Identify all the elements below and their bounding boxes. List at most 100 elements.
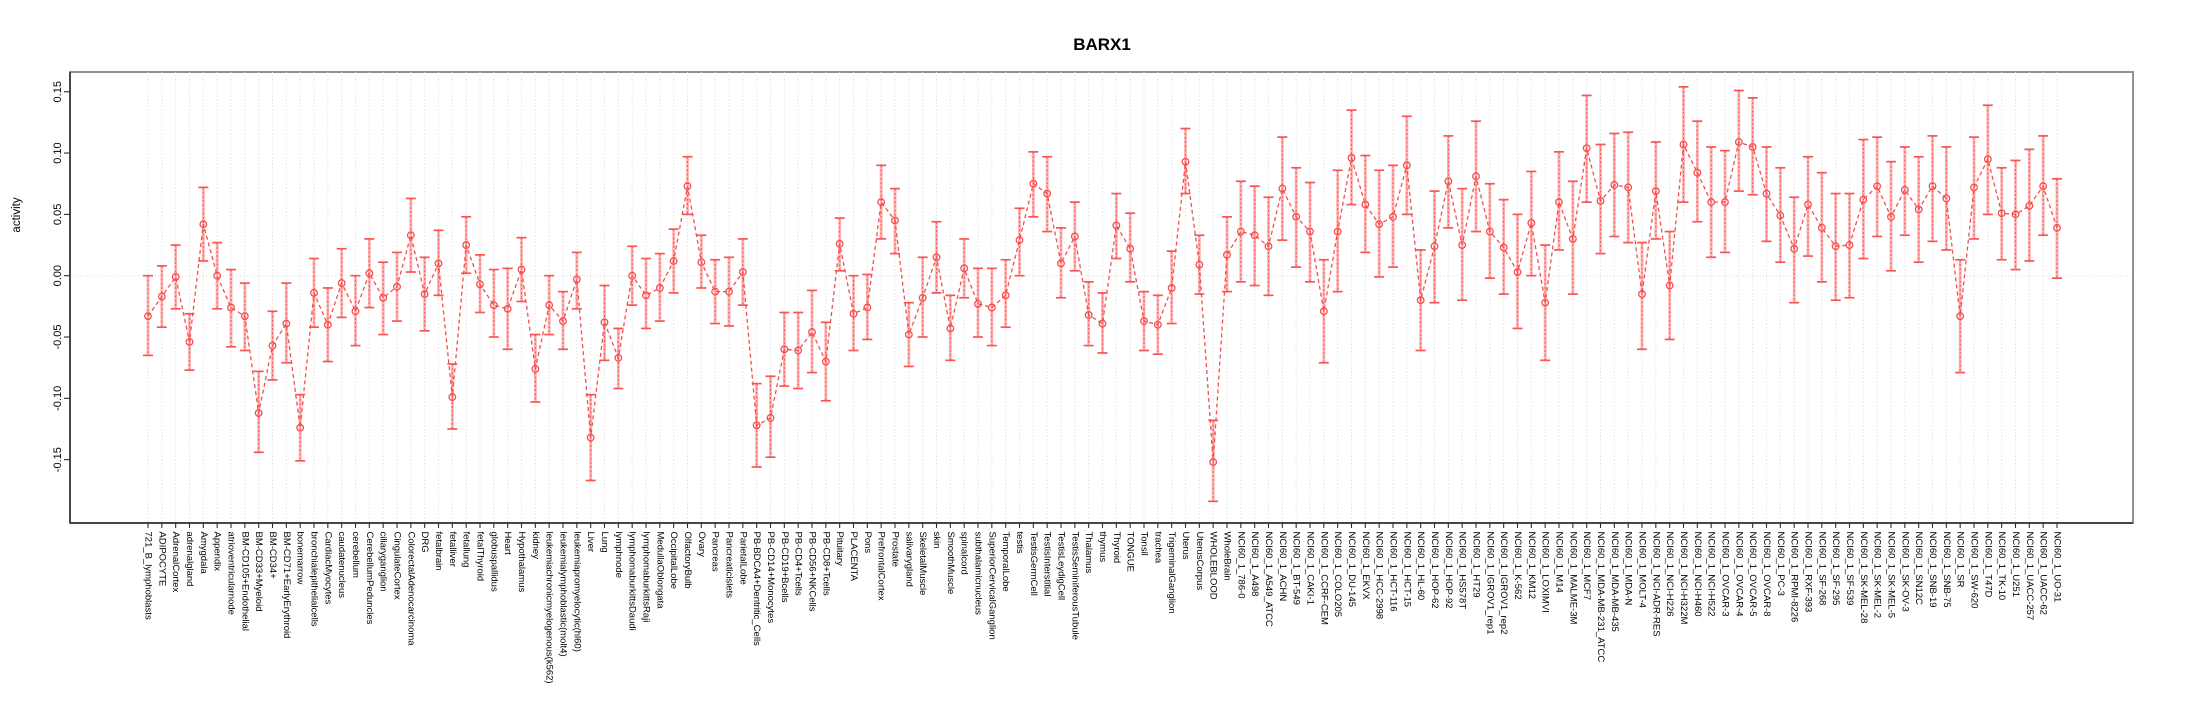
x-tick-label: ColorectalAdenocarcinoma (405, 532, 416, 647)
data-point (1845, 241, 1854, 249)
x-tick-label: NCI60_1_NCI-H226 (1664, 532, 1675, 617)
data-point (1942, 194, 1951, 203)
x-tick-label: globuspallidus (488, 532, 499, 592)
data-point (379, 293, 388, 302)
x-tick-label: NCI60_1_RXF-393 (1803, 532, 1814, 613)
data-point (904, 330, 913, 339)
data-point (1167, 284, 1176, 292)
x-tick-label: UterusCorpus (1194, 532, 1205, 591)
data-point (213, 271, 222, 280)
data-point (420, 290, 429, 299)
data-point (1928, 182, 1937, 191)
x-tick-label: ParietalLobe (737, 532, 748, 585)
data-point (738, 268, 747, 276)
data-point (1721, 198, 1729, 207)
axes (64, 72, 2133, 528)
x-tick-label: NCI60_1_HL-60 (1415, 532, 1426, 601)
data-point (1472, 172, 1480, 181)
x-tick-label: PB-CD14+Monocytes (765, 532, 776, 624)
data-point (1361, 200, 1370, 209)
data-point (2039, 182, 2048, 191)
data-point (1043, 189, 1052, 198)
x-tick-label: NCI60_1_T47D (1982, 532, 1993, 598)
data-point (351, 307, 360, 316)
x-tick-label: NCI60_1_UACC-257 (2024, 532, 2035, 621)
x-tick-label: adrenalgland (184, 532, 195, 587)
data-point (932, 253, 941, 262)
x-tick-label: lymphnode (613, 532, 624, 578)
x-tick-label: TestisLeydigCell (1056, 532, 1067, 601)
data-point (1776, 211, 1785, 220)
data-point (1582, 144, 1591, 153)
x-tick-label: NCI60_1_SNB-19 (1927, 532, 1938, 608)
x-tick-label: NCI60_1_IGROV1_rep2 (1498, 532, 1509, 635)
x-tick-label: WholeBrain (1222, 532, 1233, 581)
x-tick-label: 721_B_lymphoblasts (143, 532, 154, 620)
data-point (1610, 181, 1619, 189)
x-tick-label: NCI60_1_OVCAR-3 (1720, 532, 1731, 617)
chart-title: BARX1 (1073, 35, 1131, 54)
x-tick-label: lymphomaburkittsDaudi (627, 532, 638, 631)
data-points (144, 138, 2061, 467)
data-point (282, 319, 291, 328)
data-point (1859, 195, 1868, 204)
data-point (171, 272, 180, 281)
x-tick-label: NCI60_1_SF-268 (1816, 532, 1827, 606)
x-tick-label: caudatenucleus (336, 532, 347, 599)
x-tick-label: Prostate (890, 532, 901, 567)
x-tick-label: fetallung (461, 532, 472, 568)
data-point (1375, 220, 1384, 229)
data-point (1970, 183, 1978, 192)
data-point (1181, 157, 1190, 166)
data-point (642, 291, 650, 300)
x-tick-label: NCI60_1_LOXIMVI (1540, 532, 1551, 613)
data-point (1555, 198, 1563, 207)
y-tick-label: -0.15 (52, 447, 64, 472)
data-point (1983, 155, 1992, 164)
data-point (1624, 183, 1633, 192)
x-tick-label: TONGUE (1125, 532, 1136, 572)
data-point (157, 292, 166, 301)
data-point (614, 353, 623, 362)
data-point (1140, 317, 1148, 326)
x-tick-label: PB-CD8+Tcells (820, 532, 831, 596)
data-point (1900, 185, 1909, 194)
data-point (1278, 184, 1287, 193)
x-tick-label: CardiacMyocytes (322, 532, 333, 605)
x-tick-label: TrigeminalGanglion (1166, 532, 1177, 614)
data-point (766, 414, 775, 422)
x-tick-label: Ovary (696, 532, 707, 558)
data-point (1153, 320, 1162, 329)
x-tick-label: fetalliver (447, 532, 458, 567)
x-tick-label: NCI60_1_MOLT-4 (1637, 532, 1648, 608)
x-tick-label: SuperiorCervicalGanglion (986, 532, 997, 640)
x-tick-label: PB-CD56+NKCells (807, 532, 818, 612)
x-tick-label: NCI60_1_HCT-15 (1401, 532, 1412, 608)
y-tick-label: 0.15 (52, 81, 64, 102)
x-tick-label: Thyroid (1111, 532, 1122, 564)
x-tick-label: NCI60_1_HCC-2998 (1374, 532, 1385, 620)
x-tick-label: atrioventricularnode (226, 532, 237, 615)
data-point (1914, 205, 1923, 214)
x-tick-label: cerebellum (350, 532, 361, 579)
x-tick-label: TestisGermCell (1028, 532, 1039, 596)
data-point (1458, 241, 1467, 249)
data-point (1112, 221, 1121, 230)
data-point (1734, 138, 1743, 146)
data-point (1568, 234, 1577, 243)
x-tick-label: NCI60_1_HOP-62 (1429, 532, 1440, 609)
x-tick-label: Pancreas (710, 532, 721, 572)
x-tick-label: WHOLEBLOOD (1208, 532, 1219, 600)
x-tick-label: AdrenalCortex (170, 532, 181, 593)
x-tick-label: NCI60_1_PC-3 (1775, 532, 1786, 596)
data-point (1209, 458, 1218, 467)
data-point (1347, 154, 1356, 162)
x-tick-label: NCI60_1_EKVX (1360, 532, 1371, 601)
x-tick-label: testis (1014, 532, 1025, 554)
data-point (1887, 212, 1895, 221)
x-tick-label: Lung (599, 532, 610, 553)
data-point (1223, 250, 1231, 259)
data-point (683, 182, 692, 191)
data-point (987, 303, 996, 312)
